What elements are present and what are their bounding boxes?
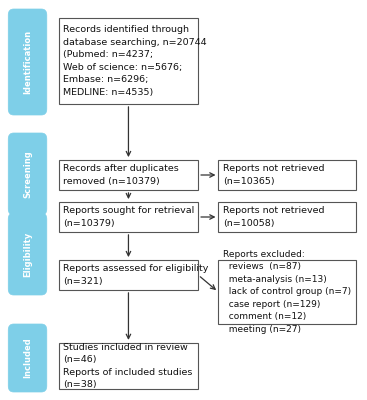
FancyBboxPatch shape bbox=[8, 9, 47, 115]
Bar bbox=[59, 343, 198, 389]
Text: Studies included in review
(n=46)
Reports of included studies
(n=38): Studies included in review (n=46) Report… bbox=[63, 342, 193, 389]
Bar bbox=[218, 202, 356, 232]
Bar bbox=[218, 160, 356, 190]
Text: Reports sought for retrieval
(n=10379): Reports sought for retrieval (n=10379) bbox=[63, 206, 195, 228]
Text: Reports excluded:
  reviews  (n=87)
  meta-analysis (n=13)
  lack of control gro: Reports excluded: reviews (n=87) meta-an… bbox=[223, 250, 351, 334]
Text: Records identified through
database searching, n=20744
(Pubmed: n=4237;
Web of s: Records identified through database sear… bbox=[63, 25, 207, 97]
Text: Included: Included bbox=[23, 338, 32, 378]
Bar bbox=[59, 202, 198, 232]
Text: Reports not retrieved
(n=10365): Reports not retrieved (n=10365) bbox=[223, 164, 324, 186]
FancyBboxPatch shape bbox=[8, 133, 47, 215]
Text: Reports not retrieved
(n=10058): Reports not retrieved (n=10058) bbox=[223, 206, 324, 228]
FancyBboxPatch shape bbox=[8, 324, 47, 392]
Text: Eligibility: Eligibility bbox=[23, 231, 32, 277]
Text: Reports assessed for eligibility
(n=321): Reports assessed for eligibility (n=321) bbox=[63, 264, 208, 286]
Text: Records after duplicates
removed (n=10379): Records after duplicates removed (n=1037… bbox=[63, 164, 179, 186]
Bar bbox=[59, 260, 198, 290]
Bar bbox=[59, 18, 198, 104]
Bar bbox=[59, 160, 198, 190]
FancyBboxPatch shape bbox=[8, 213, 47, 295]
Bar bbox=[218, 260, 356, 324]
Text: Screening: Screening bbox=[23, 150, 32, 198]
Text: Identification: Identification bbox=[23, 30, 32, 94]
